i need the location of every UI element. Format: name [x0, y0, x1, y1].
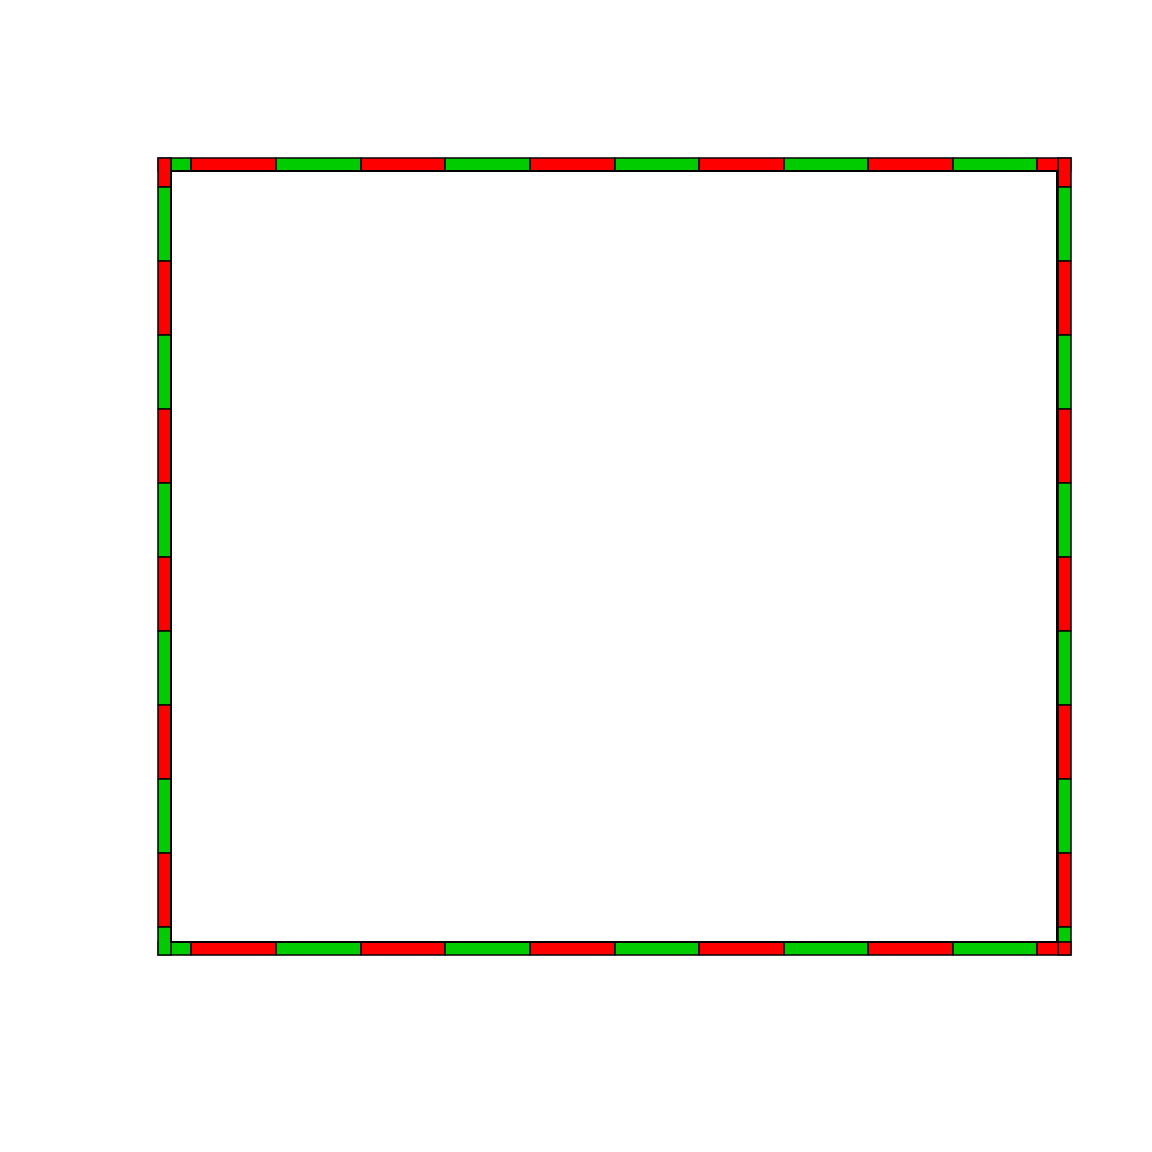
bottom-edge-segment: [170, 941, 192, 956]
top-edge-segment: [444, 157, 531, 172]
left-edge-segment: [157, 630, 172, 706]
top-edge-segment: [952, 157, 1038, 172]
right-edge-segment: [1057, 186, 1072, 262]
right-edge-segment: [1057, 556, 1072, 632]
bottom-edge-segment: [614, 941, 700, 956]
bottom-edge-segment: [190, 941, 277, 956]
top-edge-segment: [170, 157, 192, 172]
top-edge-segment: [529, 157, 616, 172]
top-edge-segment: [1036, 157, 1059, 172]
left-edge-segment: [157, 408, 172, 484]
left-edge-segment: [157, 334, 172, 410]
top-edge-segment: [275, 157, 362, 172]
right-edge-segment: [1057, 334, 1072, 410]
bottom-edge-segment: [444, 941, 531, 956]
top-edge-segment: [614, 157, 700, 172]
top-edge-segment: [698, 157, 785, 172]
left-edge-segment: [157, 157, 172, 188]
top-edge: [157, 157, 1072, 172]
right-edge-segment: [1057, 704, 1072, 780]
right-edge-segment: [1057, 926, 1072, 943]
right-edge-segment: [1057, 408, 1072, 484]
right-edge-segment: [1057, 157, 1072, 188]
left-edge-segment: [157, 556, 172, 632]
right-edge: [1057, 157, 1072, 956]
left-edge: [157, 157, 172, 956]
top-edge-segment: [360, 157, 446, 172]
right-edge-segment: [1057, 630, 1072, 706]
top-edge-segment: [867, 157, 954, 172]
top-edge-segment: [190, 157, 277, 172]
left-edge-segment: [157, 704, 172, 780]
left-edge-segment: [157, 926, 172, 956]
right-edge-segment: [1057, 852, 1072, 928]
right-edge-segment: [1057, 778, 1072, 854]
bottom-edge-segment: [529, 941, 616, 956]
left-edge-segment: [157, 852, 172, 928]
bottom-edge-segment: [360, 941, 446, 956]
left-edge-segment: [157, 778, 172, 854]
top-edge-segment: [783, 157, 869, 172]
bottom-edge-segment: [867, 941, 954, 956]
bottom-edge-segment: [698, 941, 785, 956]
bottom-edge-segment: [952, 941, 1038, 956]
left-edge-segment: [157, 482, 172, 558]
right-edge-segment: [1057, 941, 1072, 956]
inner-plot-area: [170, 170, 1058, 943]
bottom-edge-segment: [783, 941, 869, 956]
left-edge-segment: [157, 186, 172, 262]
bottom-edge-segment: [275, 941, 362, 956]
right-edge-segment: [1057, 260, 1072, 336]
bottom-edge: [157, 941, 1072, 956]
right-edge-segment: [1057, 482, 1072, 558]
left-edge-segment: [157, 260, 172, 336]
